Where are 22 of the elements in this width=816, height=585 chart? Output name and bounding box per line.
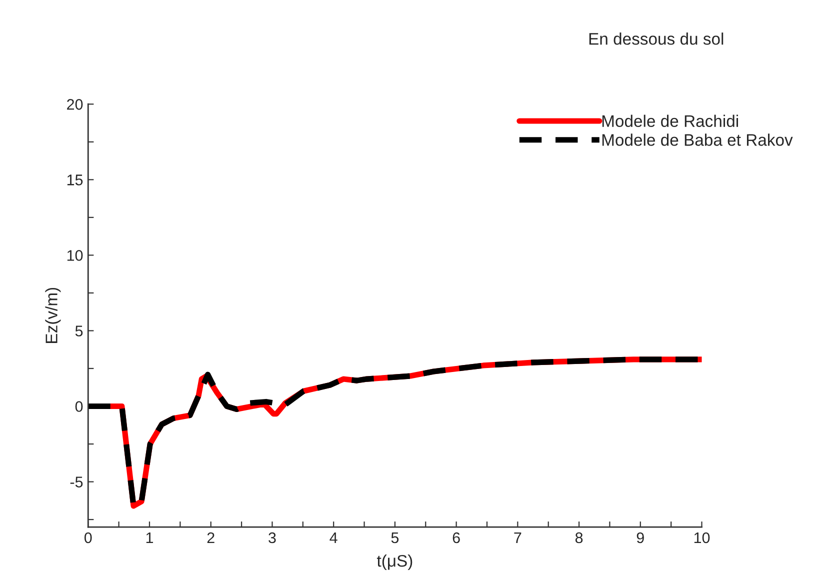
x-tick-label: 6 [452,532,460,544]
x-tick-label: 10 [694,532,710,544]
y-axis-title: Ez(v/m) [45,288,61,343]
x-tick-label: 0 [84,532,92,544]
x-tick-label: 2 [207,532,214,544]
x-tick-label: 5 [391,532,399,544]
y-tick-label: -5 [70,476,83,488]
legend-title: En dessous du sol [589,32,724,45]
x-tick-label: 8 [575,532,583,544]
y-tick-label: 5 [75,326,83,336]
y-tick-label: 0 [75,401,83,412]
x-tick-label: 4 [330,532,338,544]
x-tick-label: 9 [636,532,644,544]
x-tick-label: 1 [146,532,153,544]
x-axis-title: t(μS) [376,554,412,570]
legend-label: Modele de Baba et Rakov [602,134,793,146]
y-tick-label: 15 [67,174,83,186]
x-tick-label: 7 [514,532,522,544]
y-tick-label: 20 [67,99,83,110]
x-tick-label: 3 [268,532,276,544]
y-tick-label: 10 [67,250,83,261]
legend-label: Modele de Rachidi [602,114,738,127]
